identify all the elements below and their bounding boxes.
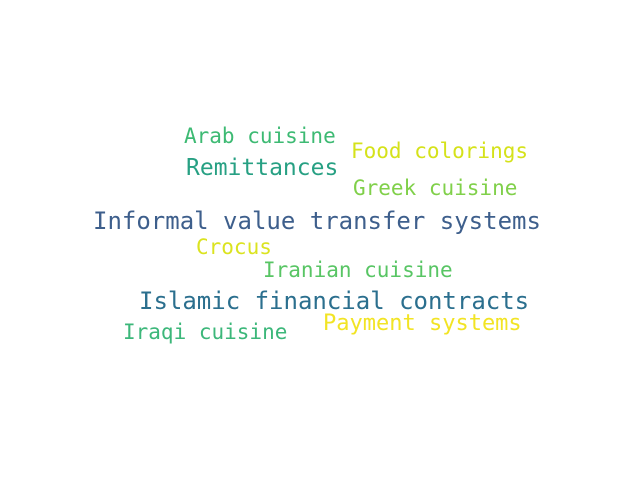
word-iraqi-cuisine: Iraqi cuisine (123, 320, 288, 344)
word-greek-cuisine: Greek cuisine (353, 176, 518, 200)
word-islamic-financial-contracts: Islamic financial contracts (139, 287, 530, 315)
word-payment-systems: Payment systems (323, 311, 522, 336)
word-food-colorings: Food colorings (351, 139, 529, 163)
word-crocus: Crocus (196, 235, 272, 259)
word-informal-value-transfer-systems: Informal value transfer systems (93, 207, 541, 235)
word-remittances: Remittances (186, 155, 339, 181)
word-iranian-cuisine: Iranian cuisine (263, 258, 453, 282)
word-arab-cuisine: Arab cuisine (184, 124, 336, 148)
